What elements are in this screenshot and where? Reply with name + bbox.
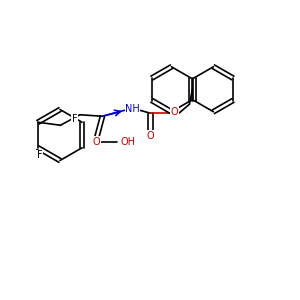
Text: OH: OH	[120, 137, 135, 147]
Text: O: O	[93, 137, 100, 147]
Text: NH: NH	[125, 104, 140, 114]
Text: O: O	[171, 107, 178, 117]
Text: O: O	[147, 131, 154, 141]
Text: F: F	[37, 150, 42, 160]
Text: F: F	[72, 114, 77, 124]
